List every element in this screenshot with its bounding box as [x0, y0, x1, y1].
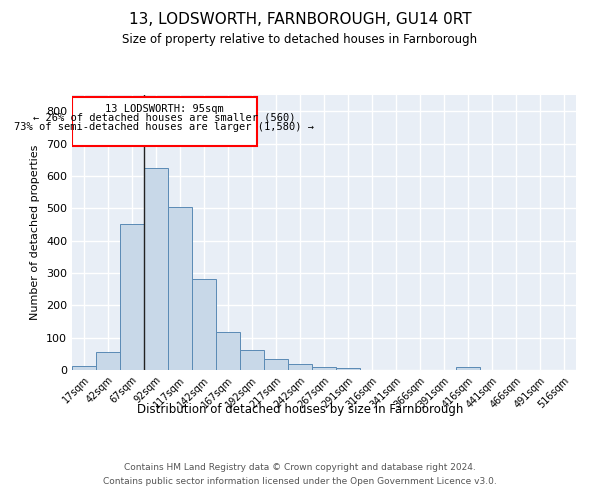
Bar	[312, 367, 336, 370]
Bar	[72, 366, 96, 370]
Bar	[144, 168, 168, 370]
Bar	[288, 364, 312, 370]
Bar	[456, 368, 480, 370]
Text: Contains HM Land Registry data © Crown copyright and database right 2024.: Contains HM Land Registry data © Crown c…	[124, 462, 476, 471]
Text: ← 26% of detached houses are smaller (560): ← 26% of detached houses are smaller (56…	[33, 113, 296, 123]
Bar	[264, 358, 288, 370]
Bar	[240, 350, 264, 370]
Text: 13 LODSWORTH: 95sqm: 13 LODSWORTH: 95sqm	[105, 104, 224, 114]
Bar	[168, 206, 192, 370]
Bar	[216, 332, 240, 370]
Text: Contains public sector information licensed under the Open Government Licence v3: Contains public sector information licen…	[103, 478, 497, 486]
Bar	[336, 368, 360, 370]
Text: 73% of semi-detached houses are larger (1,580) →: 73% of semi-detached houses are larger (…	[14, 122, 314, 132]
Text: 13, LODSWORTH, FARNBOROUGH, GU14 0RT: 13, LODSWORTH, FARNBOROUGH, GU14 0RT	[128, 12, 472, 28]
Bar	[192, 280, 216, 370]
Bar	[72, 98, 257, 146]
Text: Distribution of detached houses by size in Farnborough: Distribution of detached houses by size …	[137, 402, 463, 415]
Bar	[96, 352, 120, 370]
Text: Size of property relative to detached houses in Farnborough: Size of property relative to detached ho…	[122, 32, 478, 46]
Y-axis label: Number of detached properties: Number of detached properties	[31, 145, 40, 320]
Bar	[120, 224, 144, 370]
